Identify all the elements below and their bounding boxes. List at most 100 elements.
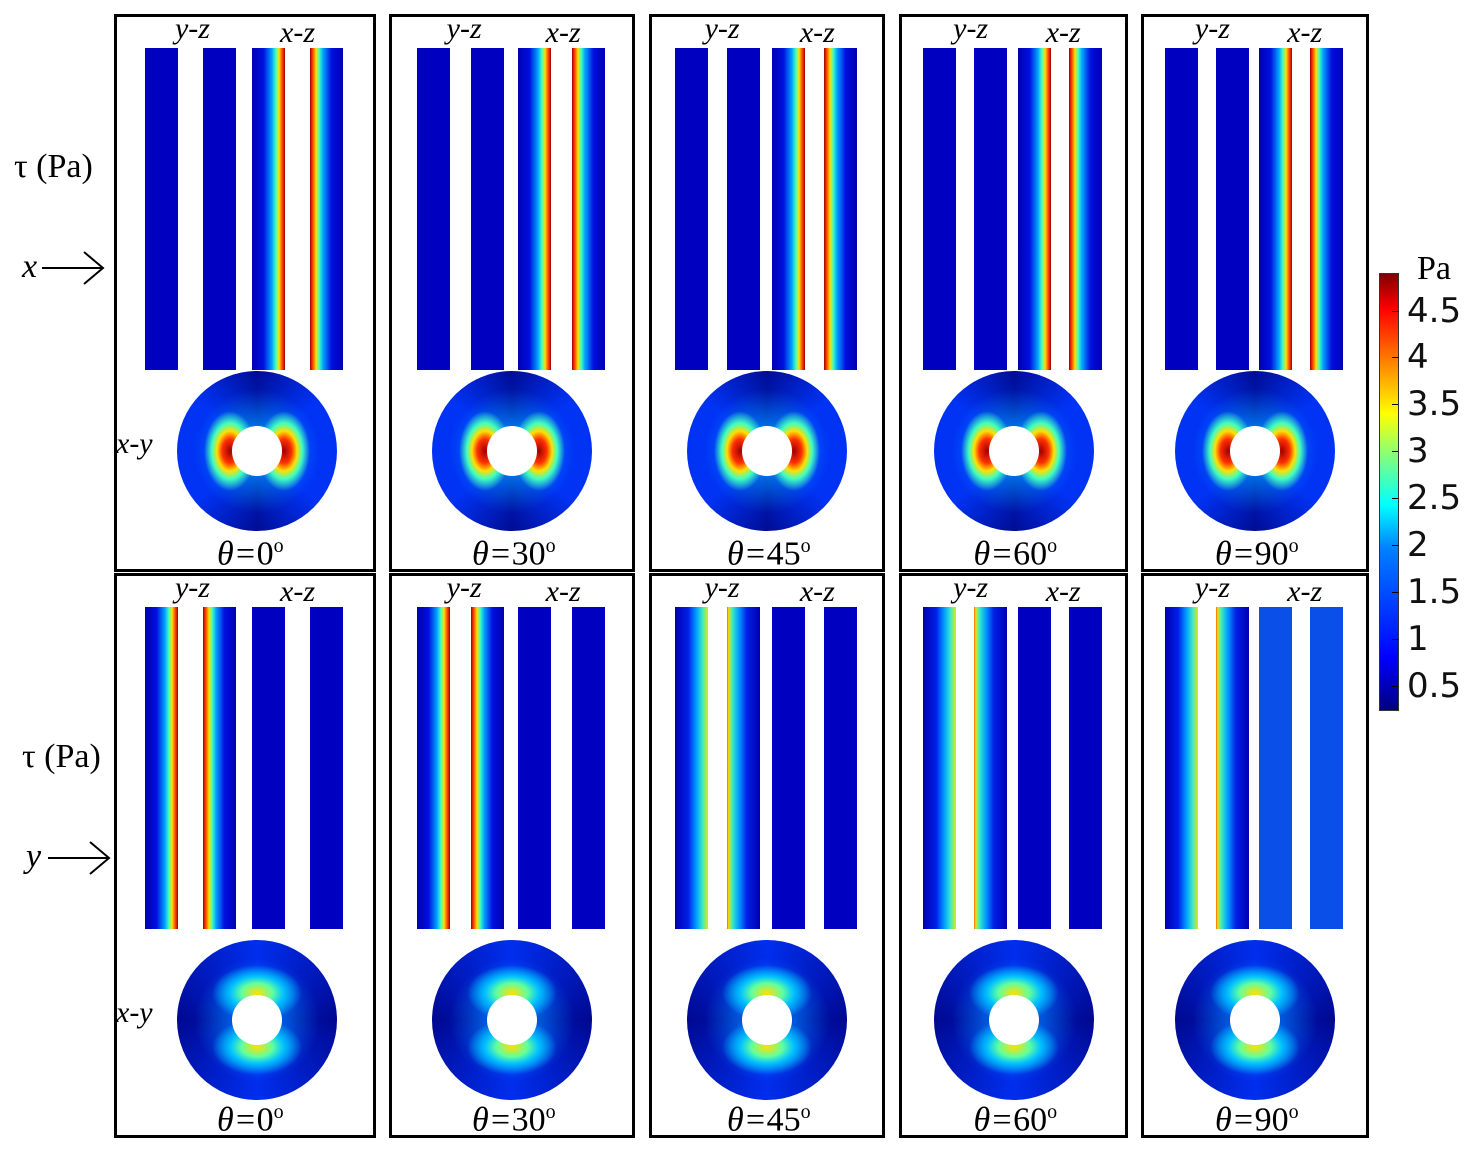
colorbar-tick-label: 3.5 xyxy=(1407,384,1462,425)
row-direction-label: y xyxy=(26,838,42,875)
shear-map-xz-4 xyxy=(572,48,606,370)
shear-map-yz-1 xyxy=(1164,48,1198,370)
shear-map-yz-1 xyxy=(144,48,178,370)
shear-map-xz-3 xyxy=(252,607,286,929)
shear-map-xz-4 xyxy=(309,48,343,370)
panel-x-theta-30 xyxy=(389,14,635,572)
row-quantity-label: τ (Pa) xyxy=(14,148,93,185)
plane-label-yz: y-z xyxy=(1194,12,1230,45)
colorbar-tick-mark xyxy=(1392,498,1398,500)
panel-x-theta-0 xyxy=(114,14,376,572)
shear-map-yz-2 xyxy=(202,48,236,370)
shear-map-xz-3 xyxy=(1017,48,1051,370)
shear-map-xz-3 xyxy=(517,607,551,929)
shear-map-xz-3 xyxy=(252,48,286,370)
plane-label-xz: x-z xyxy=(1287,575,1323,608)
colorbar-tick-label: 0.5 xyxy=(1407,665,1462,706)
shear-map-xz-4 xyxy=(309,607,343,929)
degree-mark: o xyxy=(1288,1101,1299,1123)
inner-hole xyxy=(742,995,792,1045)
inner-hole xyxy=(988,426,1039,476)
theta-symbol: θ= xyxy=(217,1101,257,1139)
colorbar-tick-mark xyxy=(1392,544,1398,546)
inner-hole xyxy=(487,995,537,1045)
colorbar-tick-label: 2.5 xyxy=(1407,478,1462,519)
colorbar-tick-label: 3 xyxy=(1407,431,1429,472)
theta-value: 60 xyxy=(1013,535,1048,573)
inner-hole xyxy=(988,995,1039,1045)
shear-map-yz-2 xyxy=(471,607,505,929)
colorbar-tick-mark xyxy=(1392,357,1398,359)
colorbar-tick-label: 2 xyxy=(1407,524,1429,565)
arrow-right-icon xyxy=(48,841,111,875)
inner-hole xyxy=(232,995,282,1045)
plane-label-xy: x-y xyxy=(116,996,153,1029)
theta-symbol: θ= xyxy=(472,1101,512,1139)
plane-label-xz: x-z xyxy=(545,16,581,49)
theta-symbol: θ= xyxy=(973,1101,1014,1139)
panel-x-theta-60 xyxy=(899,14,1128,572)
theta-label: θ=45o xyxy=(727,1102,811,1137)
degree-mark: o xyxy=(273,535,284,557)
shear-map-xz-3 xyxy=(771,48,805,370)
shear-map-yz-1 xyxy=(923,607,957,929)
plane-label-yz: y-z xyxy=(704,12,740,45)
shear-map-yz-1 xyxy=(674,607,708,929)
inner-hole xyxy=(1230,426,1280,476)
plane-label-yz: y-z xyxy=(953,571,989,604)
plane-label-xz: x-z xyxy=(799,575,835,608)
shear-map-xz-3 xyxy=(1259,607,1293,929)
row-quantity-label: τ (Pa) xyxy=(22,738,101,775)
colorbar-tick-label: 4 xyxy=(1407,337,1429,378)
shear-map-xz-4 xyxy=(824,48,858,370)
theta-value: 60 xyxy=(1013,1101,1048,1139)
inner-hole xyxy=(742,426,792,476)
theta-value: 0 xyxy=(256,535,274,573)
theta-value: 30 xyxy=(511,1101,546,1139)
colorbar-tick-mark xyxy=(1392,310,1398,312)
degree-mark: o xyxy=(1047,1101,1058,1123)
theta-value: 90 xyxy=(1254,535,1289,573)
shear-map-yz-2 xyxy=(202,607,236,929)
degree-mark: o xyxy=(800,535,811,557)
shear-map-xz-3 xyxy=(517,48,551,370)
panel-y-theta-45 xyxy=(649,573,885,1138)
colorbar xyxy=(1379,273,1399,711)
theta-label: θ=60o xyxy=(974,1102,1058,1137)
theta-label: θ=30o xyxy=(472,536,556,571)
colorbar-tick-label: 1.5 xyxy=(1407,571,1462,612)
shear-map-yz-1 xyxy=(1164,607,1198,929)
plane-label-xz: x-z xyxy=(1045,16,1081,49)
shear-map-xz-3 xyxy=(1259,48,1293,370)
theta-value: 45 xyxy=(766,535,801,573)
degree-mark: o xyxy=(1288,535,1299,557)
shear-map-yz-2 xyxy=(974,48,1008,370)
shear-map-yz-2 xyxy=(727,607,761,929)
colorbar-tick-label: 4.5 xyxy=(1407,290,1462,331)
panel-y-theta-60 xyxy=(899,573,1128,1138)
shear-map-yz-2 xyxy=(727,48,761,370)
theta-label: θ=45o xyxy=(727,536,811,571)
theta-symbol: θ= xyxy=(727,1101,767,1139)
shear-map-yz-2 xyxy=(471,48,505,370)
colorbar-unit: Pa xyxy=(1417,250,1451,287)
theta-label: θ=60o xyxy=(974,536,1058,571)
shear-map-xz-4 xyxy=(1069,48,1103,370)
theta-symbol: θ= xyxy=(472,535,512,573)
plane-label-yz: y-z xyxy=(704,571,740,604)
shear-map-xz-3 xyxy=(1017,607,1051,929)
plane-label-xy: x-y xyxy=(116,427,153,460)
panel-y-theta-0 xyxy=(114,573,376,1138)
theta-label: θ=0o xyxy=(217,1102,284,1137)
shear-map-xz-4 xyxy=(1310,607,1344,929)
shear-map-yz-1 xyxy=(416,607,450,929)
shear-map-yz-2 xyxy=(974,607,1008,929)
theta-symbol: θ= xyxy=(1215,1101,1255,1139)
degree-mark: o xyxy=(1047,535,1058,557)
plane-label-yz: y-z xyxy=(174,12,210,45)
shear-map-yz-1 xyxy=(674,48,708,370)
plane-label-yz: y-z xyxy=(1194,571,1230,604)
shear-map-yz-2 xyxy=(1216,48,1250,370)
colorbar-tick-mark xyxy=(1392,451,1398,453)
